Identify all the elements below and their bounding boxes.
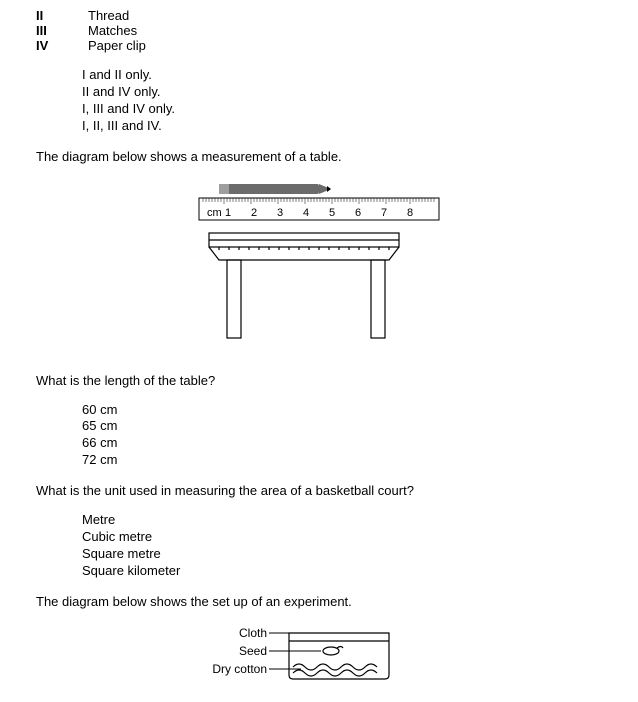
item-num: III — [36, 23, 88, 38]
table-ruler-diagram: cm 1 2 3 4 5 6 7 8 — [36, 178, 602, 361]
option: I and II only. — [82, 67, 602, 84]
option: 60 cm — [82, 402, 602, 419]
q2-intro: The diagram below shows a measurement of… — [36, 149, 602, 164]
svg-text:6: 6 — [355, 207, 361, 219]
experiment-diagram: Cloth Seed Dry cotton — [36, 623, 602, 686]
label-seed: Seed — [239, 644, 267, 658]
option: I, III and IV only. — [82, 101, 602, 118]
svg-text:5: 5 — [329, 207, 335, 219]
option: II and IV only. — [82, 84, 602, 101]
svg-text:3: 3 — [277, 207, 283, 219]
ruler-unit: cm — [207, 207, 222, 219]
option: 65 cm — [82, 418, 602, 435]
label-cloth: Cloth — [239, 626, 267, 640]
svg-text:2: 2 — [251, 207, 257, 219]
svg-text:7: 7 — [381, 207, 387, 219]
option: Cubic metre — [82, 529, 602, 546]
item-list: IIThread IIIMatches IVPaper clip — [36, 8, 146, 53]
option: 66 cm — [82, 435, 602, 452]
q4-intro: The diagram below shows the set up of an… — [36, 594, 602, 609]
svg-text:1: 1 — [225, 207, 231, 219]
svg-text:8: 8 — [407, 207, 413, 219]
item-label: Paper clip — [88, 38, 146, 53]
option: Square metre — [82, 546, 602, 563]
option: Square kilometer — [82, 563, 602, 580]
option: 72 cm — [82, 452, 602, 469]
svg-text:4: 4 — [303, 207, 309, 219]
q2-text: What is the length of the table? — [36, 373, 602, 388]
item-label: Matches — [88, 23, 146, 38]
option: I, II, III and IV. — [82, 118, 602, 135]
label-drycotton: Dry cotton — [212, 662, 267, 676]
q3-text: What is the unit used in measuring the a… — [36, 483, 602, 498]
item-label: Thread — [88, 8, 146, 23]
q2-options: 60 cm 65 cm 66 cm 72 cm — [82, 402, 602, 470]
q1-options: I and II only. II and IV only. I, III an… — [82, 67, 602, 135]
item-num: IV — [36, 38, 88, 53]
option: Metre — [82, 512, 602, 529]
item-num: II — [36, 8, 88, 23]
q3-options: Metre Cubic metre Square metre Square ki… — [82, 512, 602, 580]
